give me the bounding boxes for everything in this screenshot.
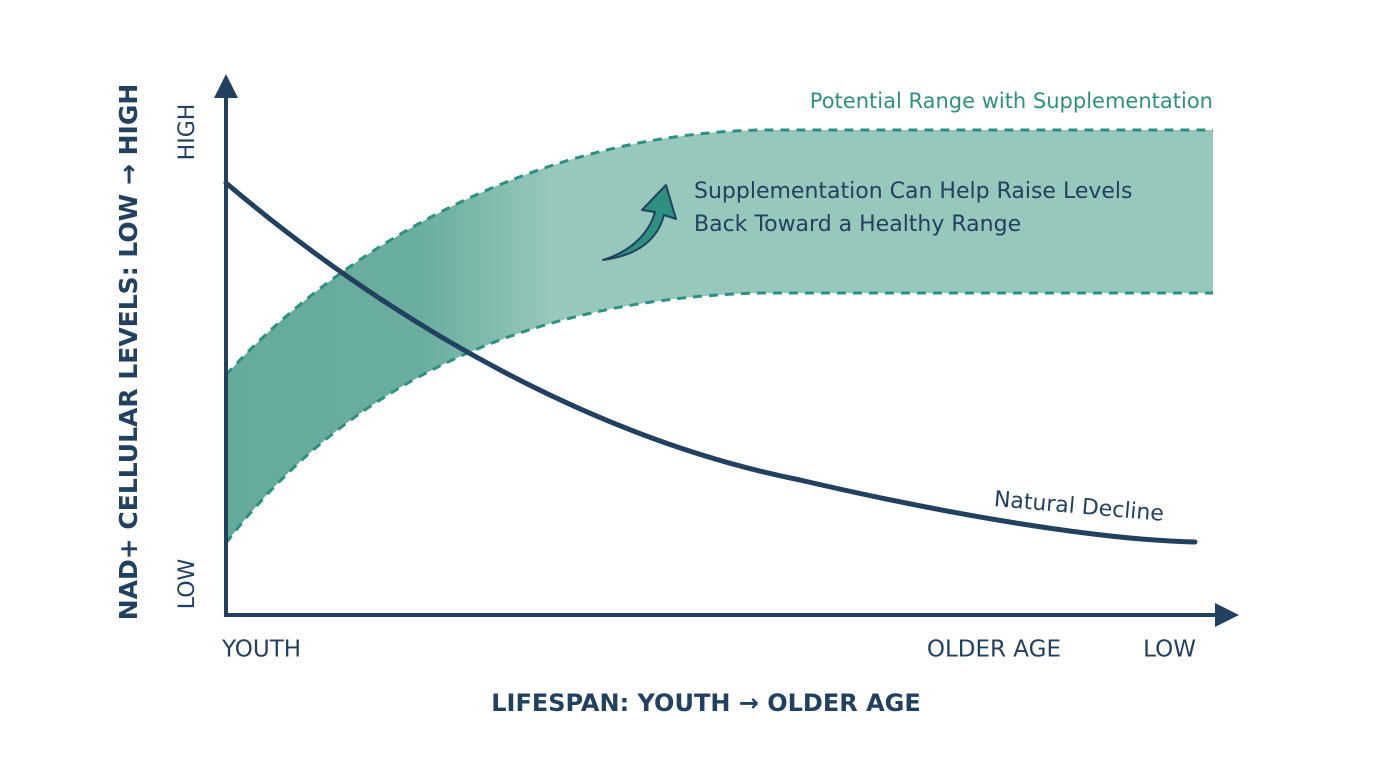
x-axis-title: LIFESPAN: YOUTH → OLDER AGE [491,689,921,717]
band-upper-edge [224,128,1213,377]
decline-label: Natural Decline [993,487,1165,527]
y-axis-title: NAD+ CELLULAR LEVELS: LOW → HIGH [114,84,143,621]
y-high-label: HIGH [175,104,200,161]
x-start-label: YOUTH [221,637,301,663]
band-lower-edge [224,291,1213,544]
annotation-line: Supplementation Can Help Raise Levels [694,179,1133,204]
y-low-label: LOW [175,558,200,609]
range-label: Potential Range with Supplementation [810,89,1213,113]
y-axis-arrow [214,74,238,98]
supplementation-band [226,130,1213,543]
up-arrow-icon [602,184,677,261]
x-end-label: LOW [1143,637,1196,663]
decline-curve [223,180,1198,545]
x-mid-label: OLDER AGE [927,637,1061,663]
x-axis-arrow [1215,603,1239,627]
annotation-line: Back Toward a Healthy Range [694,212,1021,237]
